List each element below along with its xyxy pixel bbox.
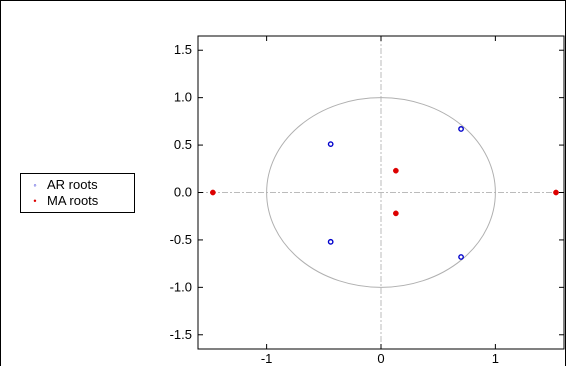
legend-ar-label: AR roots: [47, 177, 98, 192]
y-tick-label: -1.5: [170, 327, 192, 342]
ar-root-point: [327, 238, 334, 245]
bottom-strip: [0, 366, 568, 378]
x-tick-label: 1: [492, 351, 499, 366]
legend-ma-label: MA roots: [47, 193, 99, 208]
ma-root-point: [393, 167, 399, 174]
ar-root-point: [327, 141, 334, 148]
y-tick-label: -1.0: [170, 279, 192, 294]
unit-circle: [266, 97, 496, 288]
ma-root-point: [553, 189, 559, 196]
ar-root-point: [458, 126, 464, 132]
ma-root-point: [210, 189, 216, 196]
y-tick-label: 0.5: [174, 137, 192, 152]
ar-root-point: [458, 254, 464, 260]
x-axis: -1 0 1: [261, 36, 499, 366]
y-axis: 1.5 1.0 0.5 0.0 -0.5 -1.0 -1.5: [170, 42, 564, 342]
reference-lines: [198, 36, 564, 349]
legend-ma-marker: •: [33, 196, 37, 206]
root-points: [210, 126, 559, 260]
y-tick-label: 0.0: [174, 185, 192, 200]
chart-frame: [0, 0, 566, 366]
y-tick-label: 1.0: [174, 90, 192, 105]
ma-root-point: [393, 210, 399, 217]
unit-circle-shape: [266, 97, 496, 288]
x-tick-label: -1: [261, 351, 273, 366]
legend-ar-marker: ◦: [33, 180, 37, 190]
x-tick-label: 0: [377, 351, 384, 366]
y-tick-label: -0.5: [170, 232, 192, 247]
legend: ◦ AR roots • MA roots: [20, 173, 135, 213]
y-tick-label: 1.5: [174, 42, 192, 57]
